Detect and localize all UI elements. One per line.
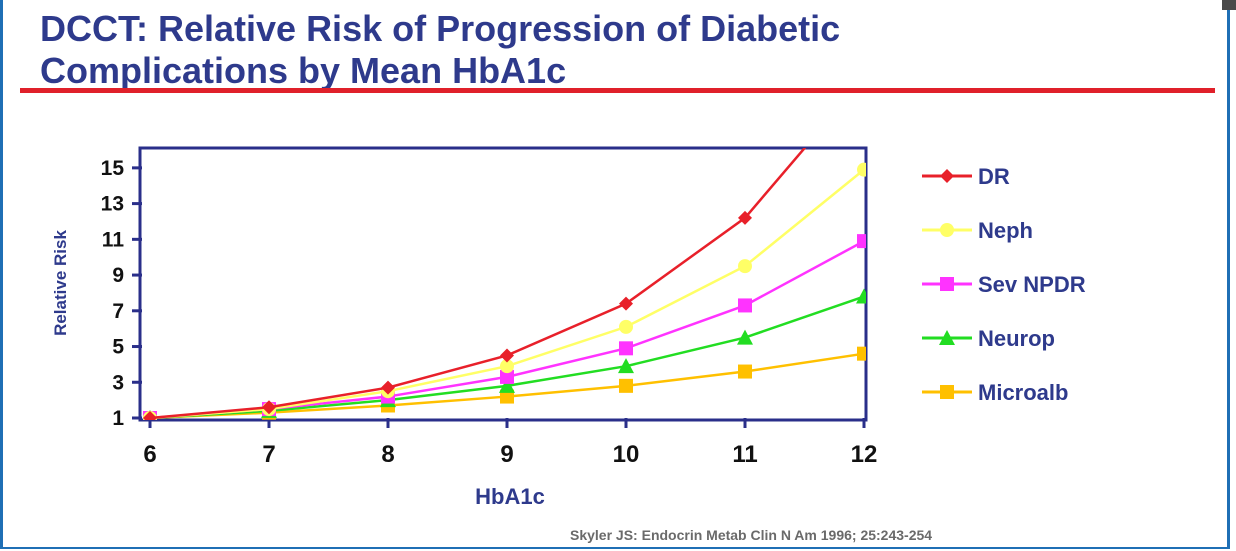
- legend-label: DR: [978, 164, 1010, 189]
- y-axis-label: Relative Risk: [51, 230, 70, 336]
- legend-item: Microalb: [922, 380, 1068, 405]
- legend-item: Sev NPDR: [922, 272, 1086, 297]
- data-point: [143, 411, 157, 420]
- y-tick-label: 3: [112, 371, 124, 394]
- data-point: [619, 378, 633, 393]
- title-line-1: DCCT: Relative Risk of Progression of Di…: [40, 8, 841, 49]
- data-point: [857, 234, 866, 249]
- data-point: [619, 319, 633, 334]
- y-tick-label: 13: [101, 193, 124, 216]
- x-tick-label: 12: [851, 441, 878, 468]
- slide-title: DCCT: Relative Risk of Progression of Di…: [40, 8, 1190, 92]
- legend-marker: [940, 223, 954, 237]
- legend-marker: [940, 277, 954, 291]
- data-point: [499, 377, 515, 393]
- data-point: [857, 162, 866, 177]
- data-point: [856, 288, 866, 304]
- data-point: [500, 389, 514, 404]
- x-tick-label: 6: [143, 441, 156, 468]
- data-point: [737, 329, 753, 345]
- legend-label: Microalb: [978, 380, 1068, 405]
- y-tick-label: 9: [112, 264, 124, 287]
- legend-label: Neurop: [978, 326, 1055, 351]
- x-tick-label: 10: [613, 441, 640, 468]
- legend-label: Sev NPDR: [978, 272, 1086, 297]
- data-point: [738, 364, 752, 379]
- data-point: [500, 359, 514, 374]
- x-axis-label: HbA1c: [475, 484, 545, 509]
- corner-mark: [1222, 0, 1236, 10]
- plot-frame: [138, 146, 868, 422]
- data-point: [738, 259, 752, 274]
- legend-item: Neurop: [922, 326, 1055, 351]
- data-point: [857, 72, 871, 86]
- data-point: [500, 369, 514, 384]
- data-point: [738, 210, 752, 225]
- y-tick-label: 11: [102, 228, 125, 251]
- legend-item: DR: [922, 164, 1010, 189]
- y-tick-label: 15: [101, 157, 125, 180]
- data-point: [619, 341, 633, 356]
- x-tick-label: 8: [381, 441, 394, 468]
- y-tick-label: 1: [112, 407, 124, 430]
- data-point: [619, 296, 633, 311]
- data-point: [381, 380, 395, 395]
- data-point: [500, 348, 514, 363]
- series-dr: [143, 72, 871, 420]
- legend-item: Neph: [922, 218, 1033, 243]
- data-point: [857, 346, 866, 361]
- data-point: [262, 400, 276, 415]
- legend-marker: [940, 385, 954, 399]
- title-line-2: Complications by Mean HbA1c: [40, 50, 567, 91]
- y-tick-label: 7: [112, 300, 124, 323]
- title-underline: [20, 88, 1215, 93]
- x-tick-label: 9: [500, 441, 513, 468]
- legend-marker: [940, 169, 954, 183]
- x-tick-label: 7: [262, 441, 275, 468]
- legend-label: Neph: [978, 218, 1033, 243]
- series-layer: [143, 72, 871, 420]
- legend-marker: [939, 330, 955, 345]
- data-point: [618, 358, 634, 374]
- legend: DR Neph Sev NPDR Neurop Microalb: [922, 164, 1086, 405]
- x-tick-label: 11: [732, 441, 757, 468]
- data-point: [738, 298, 752, 313]
- source-citation: Skyler JS: Endocrin Metab Clin N Am 1996…: [570, 527, 933, 543]
- y-tick-label: 5: [112, 336, 124, 359]
